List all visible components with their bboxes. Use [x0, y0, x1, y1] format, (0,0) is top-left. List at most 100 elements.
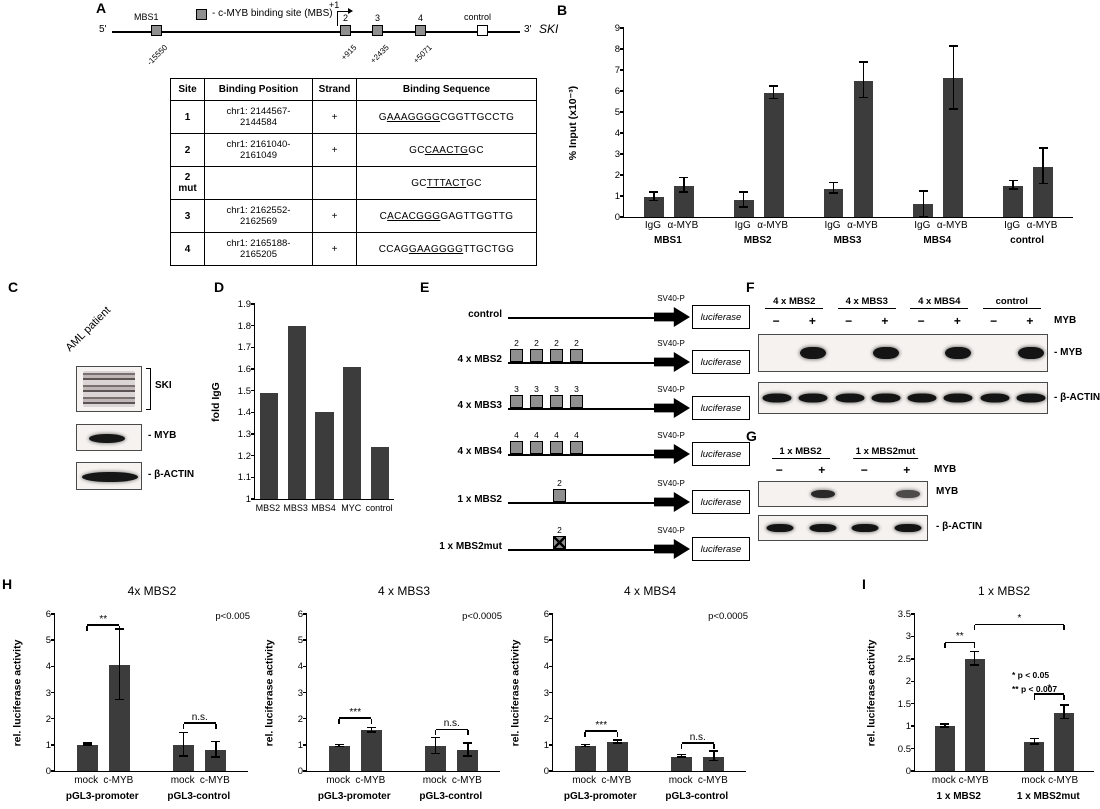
- x-group-label: 1 x MBS2: [936, 791, 981, 802]
- ski-blot-label: SKI: [155, 380, 172, 391]
- significance-bracket: [339, 717, 372, 719]
- panel-label-g: G: [746, 428, 757, 444]
- bar-c-myb: [703, 756, 725, 771]
- significance-label: n.s.: [443, 718, 460, 730]
- y-tick-mark: [549, 744, 553, 746]
- x-tick-label: c-MYB: [958, 775, 989, 786]
- col-binding-sequence: Binding Sequence: [356, 78, 537, 101]
- y-tick-label: 1.5: [897, 698, 911, 710]
- mbs-box-mut: 2: [553, 525, 566, 549]
- p-value-label: p<0.005: [215, 611, 250, 622]
- sv40-promoter-arrow: [654, 492, 690, 512]
- mbs-box: 2: [570, 338, 583, 362]
- lane-sign: +: [881, 314, 889, 328]
- significance-bracket-tick: [616, 731, 619, 737]
- significance-bracket-tick: [713, 743, 715, 749]
- myb-blot-label: - MYB: [1054, 347, 1083, 358]
- protein-band: [798, 393, 828, 403]
- significance-label: **: [955, 631, 964, 643]
- luciferase-chart-4xmbs2: 4x MBS2 p<0.005 rel. luciferase activity…: [8, 584, 256, 808]
- blot-group-label: 4 x MBS4: [910, 296, 969, 309]
- y-tick-mark: [549, 639, 553, 641]
- error-bar: [370, 728, 373, 733]
- x-tick-label: c-MYB: [601, 775, 632, 786]
- mbs4-position-label: +5071: [411, 43, 434, 66]
- y-tick-label: 5: [614, 107, 620, 118]
- error-bar-cap: [677, 753, 687, 756]
- error-bar: [832, 183, 835, 194]
- site-cell: 1: [170, 100, 205, 134]
- significance-label: ***: [349, 706, 362, 718]
- binding-sites-table: Site Binding Position Strand Binding Seq…: [170, 78, 537, 266]
- x-axis-group-labels: MBS1 MBS2 MBS3 MBS4 control: [623, 235, 1073, 249]
- x-group-label: MBS3: [833, 235, 862, 246]
- mbs-boxes: 2: [553, 525, 566, 549]
- mbs-boxes: 2: [553, 478, 566, 502]
- error-bar-cap: [679, 176, 689, 179]
- significance-bracket: [1034, 693, 1065, 695]
- x-axis-labels: mock c-MYB mock c-MYB: [552, 775, 746, 789]
- y-tick-mark: [620, 27, 624, 29]
- site-cell: 2: [170, 133, 205, 167]
- y-tick-label: 3: [543, 687, 549, 699]
- y-tick-label: 1.6: [237, 364, 251, 375]
- y-tick-mark: [51, 717, 55, 720]
- mbs2-position-label: +915: [339, 43, 359, 63]
- bar-mock: [173, 744, 195, 771]
- actin-blot-label: - β-ACTIN: [1054, 392, 1100, 403]
- panel-c: AML patient SKI - MYB - β-ACTIN: [0, 278, 212, 513]
- table-row: 1 chr1: 2144567-2144584 + GAAAGGGGCGGTTG…: [170, 100, 537, 134]
- y-tick-label: 2.5: [897, 653, 911, 665]
- y-tick-label: 2: [905, 676, 911, 688]
- error-bar-cap: [1038, 182, 1048, 185]
- sequence-cell: GCCAACTGGC: [356, 133, 537, 167]
- lane-signs: − + − + − + − +: [758, 314, 1048, 328]
- y-tick-mark: [251, 433, 255, 435]
- significance-legend: * p < 0.05 ** p < 0.007: [1012, 670, 1058, 695]
- significance-bracket-tick: [944, 643, 946, 649]
- luciferase-box: luciferase: [692, 490, 750, 514]
- significance-bracket: [944, 641, 975, 644]
- y-tick-mark: [251, 324, 255, 327]
- error-bar-cap: [709, 750, 719, 752]
- error-bar-cap: [769, 97, 779, 100]
- myb-transfection-label: MYB: [1054, 315, 1077, 326]
- actin-blot: [76, 462, 142, 490]
- x-tick-label: α-MYB: [1026, 220, 1058, 231]
- bar-igg: [733, 200, 754, 217]
- panel-g-blots: 1 x MBS2 1 x MBS2mut − + − + MYB MYB - β-ACT…: [746, 436, 1100, 556]
- sv40-promoter-arrow: [654, 307, 690, 327]
- y-tick-label: 1.2: [237, 450, 251, 462]
- x-tick-label: IgG: [1004, 220, 1021, 231]
- y-tick-mark: [51, 639, 55, 641]
- error-bar-cap: [1059, 717, 1069, 720]
- lane-signs: − + − +: [758, 463, 928, 477]
- sv40-promoter-label: SV40-P: [657, 431, 685, 440]
- luciferase-box: luciferase: [692, 396, 750, 420]
- blot-group-label: 4 x MBS2: [765, 296, 824, 309]
- y-tick-label: 0: [614, 212, 620, 223]
- x-tick-label: c-MYB: [451, 775, 482, 786]
- y-tick-label: 7: [614, 65, 620, 76]
- x-tick-label: IgG: [824, 220, 841, 231]
- y-tick-label: 2: [614, 170, 620, 181]
- significance-label: n.s.: [689, 731, 706, 743]
- myb-blot-label: - MYB: [148, 430, 177, 441]
- error-bar: [1033, 739, 1036, 745]
- error-bar: [772, 86, 775, 100]
- error-bar-cap: [1038, 147, 1048, 149]
- x-tick-label: α-MYB: [757, 220, 789, 231]
- y-tick-mark: [911, 613, 915, 615]
- panel-label-a: A: [96, 0, 107, 16]
- significance-bracket-tick: [680, 743, 683, 749]
- p-value-label: p<0.0005: [708, 611, 748, 622]
- y-tick-mark: [549, 665, 553, 668]
- significance-bracket: [87, 624, 120, 626]
- protein-band: [907, 393, 937, 403]
- protein-band: [762, 393, 792, 403]
- y-tick-mark: [911, 747, 915, 750]
- error-bar-cap: [431, 736, 441, 739]
